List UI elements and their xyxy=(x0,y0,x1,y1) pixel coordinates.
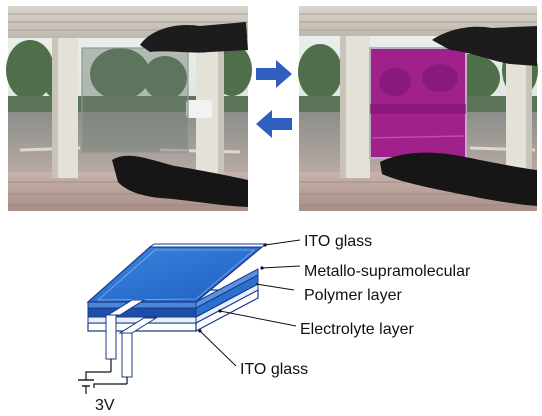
battery-icon xyxy=(78,379,94,394)
arrow-right-icon xyxy=(256,60,292,88)
leader-lines xyxy=(199,239,301,367)
arrow-left-icon xyxy=(256,110,292,138)
label-ito-glass-top: ITO glass xyxy=(304,233,372,250)
label-polymer-line1: Metallo-supramolecular xyxy=(304,263,471,280)
device-layer-stack xyxy=(78,243,268,394)
photo-bleached-state xyxy=(6,6,252,211)
top-ito-glass-layer xyxy=(86,246,264,309)
electrode-leads xyxy=(85,299,158,388)
photo-colored-state xyxy=(298,6,538,211)
label-ito-glass-bottom: ITO glass xyxy=(240,361,308,378)
label-voltage: 3V xyxy=(95,397,115,414)
label-electrolyte-layer: Electrolyte layer xyxy=(300,321,414,338)
label-polymer-line2: Polymer layer xyxy=(304,287,402,304)
